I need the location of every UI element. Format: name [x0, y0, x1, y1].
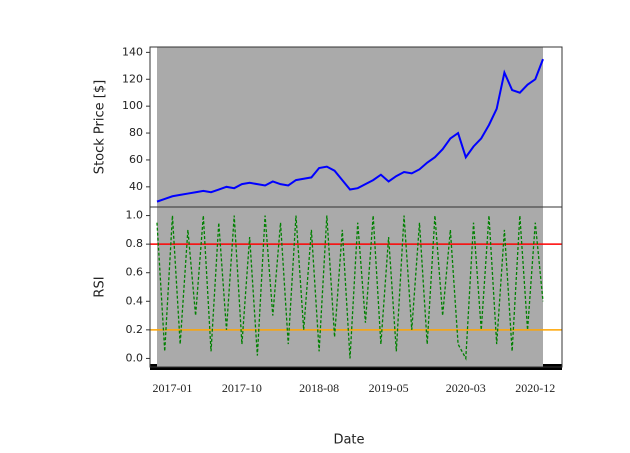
x-tick-label: 2020-03 [446, 381, 486, 395]
y-tick-label: 120 [122, 72, 143, 85]
y-tick-label: 1.0 [126, 209, 144, 222]
axes-frame [149, 206, 563, 368]
y-tick-label: 40 [129, 180, 143, 193]
y-axis-label: RSI [93, 276, 108, 297]
plot-background [157, 207, 543, 367]
x-tick-label: 2019-05 [369, 381, 409, 395]
y-tick-label: 0.4 [126, 294, 144, 307]
x-tick-label: 2020-12 [515, 381, 555, 395]
x-tick-label: 2017-01 [152, 381, 192, 395]
y-tick-label: 0.8 [126, 237, 144, 250]
series-line [156, 215, 544, 361]
series-line [156, 58, 544, 203]
plot-background [157, 47, 543, 207]
x-tick-label: 2017-10 [222, 381, 262, 395]
y-tick-label: 0.2 [126, 323, 144, 336]
y-tick-label: 100 [122, 99, 143, 112]
x-tick-label: 2018-08 [299, 381, 339, 395]
y-axis-label: Stock Price [$] [93, 80, 108, 174]
y-tick-label: 80 [129, 126, 143, 139]
y-tick-label: 0.6 [126, 266, 144, 279]
y-tick-label: 140 [122, 45, 143, 58]
x-axis-label: Date [333, 433, 364, 448]
y-tick-label: 0.0 [126, 351, 144, 364]
y-tick-label: 60 [129, 153, 143, 166]
